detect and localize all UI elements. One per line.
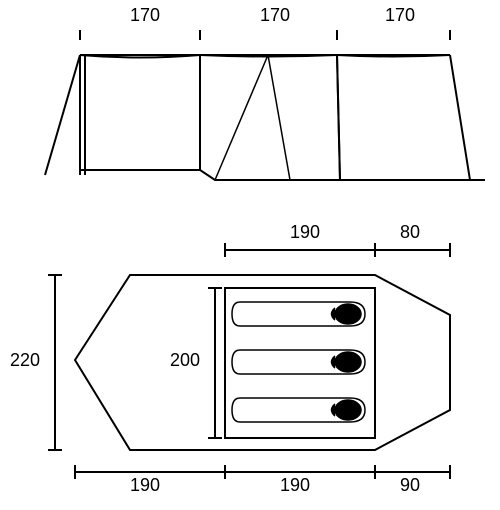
top-view [0, 210, 500, 510]
bottom-dim-2: 190 [280, 475, 310, 496]
side-view [0, 0, 500, 200]
bottom-dim-1: 190 [130, 475, 160, 496]
bottom-dim-3: 90 [400, 475, 420, 496]
tent-diagram: 170 170 170 [0, 0, 500, 500]
